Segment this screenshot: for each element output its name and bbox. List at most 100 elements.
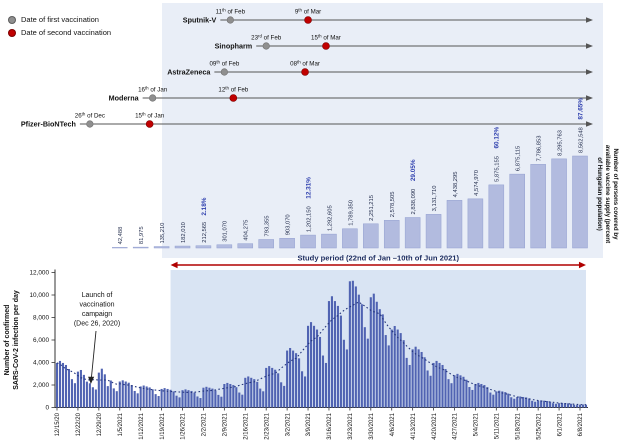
epi-bar: [256, 381, 259, 408]
supply-value-label: 1,292,605: [327, 205, 333, 231]
epi-bar: [543, 400, 546, 408]
supply-value-label: 2,251,215: [369, 195, 375, 221]
epi-bar: [136, 393, 139, 408]
epi-bar: [387, 345, 390, 408]
epi-bar: [283, 385, 286, 408]
timeline-arrowhead-icon: [586, 17, 593, 23]
supply-value-label: 42,488: [118, 227, 124, 245]
epi-bar: [498, 390, 501, 408]
second-dose-dot: [322, 42, 330, 50]
supply-percent-label: 29.05%: [410, 159, 417, 181]
epi-bar: [163, 388, 166, 408]
epi-bar: [121, 380, 124, 408]
legend-item-first-dose: Date of first vaccination: [8, 15, 111, 24]
first-dose-dot: [262, 42, 270, 50]
supply-value-label: 7,786,853: [537, 136, 543, 162]
epi-bar: [513, 398, 516, 408]
right-axis-title: available vaccine supply (percent: [604, 145, 611, 243]
dose-date-label: 9th of Mar: [295, 8, 321, 16]
legend-item-second-dose: Date of second vaccination: [8, 28, 111, 37]
epi-bar: [223, 383, 226, 408]
epi-bar: [432, 362, 435, 408]
epi-bar: [339, 315, 342, 408]
epi-bar: [172, 391, 175, 408]
supply-bar: [279, 238, 295, 249]
epi-bar: [429, 375, 432, 408]
epi-bar: [447, 379, 450, 408]
epi-bar: [259, 388, 262, 408]
epi-bar: [348, 281, 351, 408]
epi-bar: [253, 379, 256, 408]
epi-bar: [82, 374, 85, 408]
epi-bar: [178, 397, 181, 408]
epi-bar: [265, 367, 268, 408]
epi-bar: [301, 371, 304, 408]
epi-x-tick-label: 6/8/2021: [578, 412, 584, 436]
dose-date-label: 26th of Dec: [75, 112, 105, 120]
supply-value-label: 8,562,548: [578, 127, 584, 153]
epi-bar: [438, 362, 441, 408]
supply-value-label: 301,070: [223, 221, 229, 242]
epi-bar: [241, 394, 244, 408]
epi-bar: [402, 340, 405, 408]
epi-bar: [127, 382, 130, 408]
epi-bar: [468, 387, 471, 408]
epi-bar: [459, 375, 462, 408]
epi-bar: [196, 396, 199, 408]
epi-bar: [519, 396, 522, 408]
epi-x-tick-label: 4/20/2021: [432, 412, 438, 439]
epi-bar: [106, 386, 109, 408]
epi-bar: [363, 327, 366, 408]
supply-value-label: 1,202,150: [306, 206, 312, 232]
epi-bar: [471, 389, 474, 408]
epi-bar: [306, 325, 310, 408]
epi-bar: [558, 403, 561, 408]
epi-bar: [97, 372, 100, 408]
first-dose-dot: [220, 68, 228, 76]
supply-value-label: 212,565: [202, 222, 208, 243]
supply-value-label: 903,070: [286, 214, 292, 235]
trend-line: [56, 301, 586, 406]
epi-bar: [157, 396, 160, 408]
study-period-arrowhead-icon: [170, 261, 178, 269]
epi-bar: [465, 379, 468, 408]
dose-date-label: 08th of Mar: [290, 60, 320, 68]
epi-x-tick-label: 4/13/2021: [411, 412, 417, 439]
epi-bar: [145, 386, 148, 408]
epi-bar: [561, 402, 564, 408]
epi-bar: [474, 383, 477, 408]
supply-chart: 42,488 81,975 135,210 182,010 212,565 2.18% 30…: [112, 98, 588, 249]
epi-bar: [124, 381, 127, 408]
epi-bar: [214, 390, 217, 408]
epi-x-tick-label: 1/26/2021: [181, 412, 187, 439]
supply-bar: [153, 246, 170, 249]
supply-bar: [467, 198, 484, 249]
epi-x-tick-label: 1/12/2021: [139, 412, 145, 439]
supply-value-label: 135,210: [160, 223, 166, 244]
epi-bar: [477, 382, 480, 408]
supply-bar: [237, 243, 254, 249]
epi-x-tick-label: 5/18/2021: [515, 412, 521, 439]
epi-bar: [330, 296, 333, 408]
epi-bar: [312, 325, 316, 408]
epi-bar: [453, 375, 456, 408]
epi-bar: [205, 386, 208, 408]
epi-bar: [55, 362, 59, 408]
epi-y-tick-label: 10,000: [29, 292, 49, 299]
epi-bar: [549, 401, 552, 408]
epi-x-tick-label: 2/16/2021: [243, 412, 249, 439]
epi-bar: [345, 349, 348, 408]
epi-bar: [450, 383, 453, 408]
annotation-arrow: [90, 330, 97, 379]
epi-bar: [58, 360, 62, 408]
epi-bar: [118, 381, 121, 408]
epi-bar: [537, 400, 540, 408]
epi-bar: [369, 297, 372, 408]
epi-bar: [420, 351, 423, 408]
supply-value-label: 182,010: [181, 222, 187, 243]
epi-bar: [531, 400, 534, 408]
epi-bar: [584, 404, 588, 408]
epi-y-tick-label: 12,000: [29, 270, 49, 277]
epi-bar: [109, 380, 112, 408]
